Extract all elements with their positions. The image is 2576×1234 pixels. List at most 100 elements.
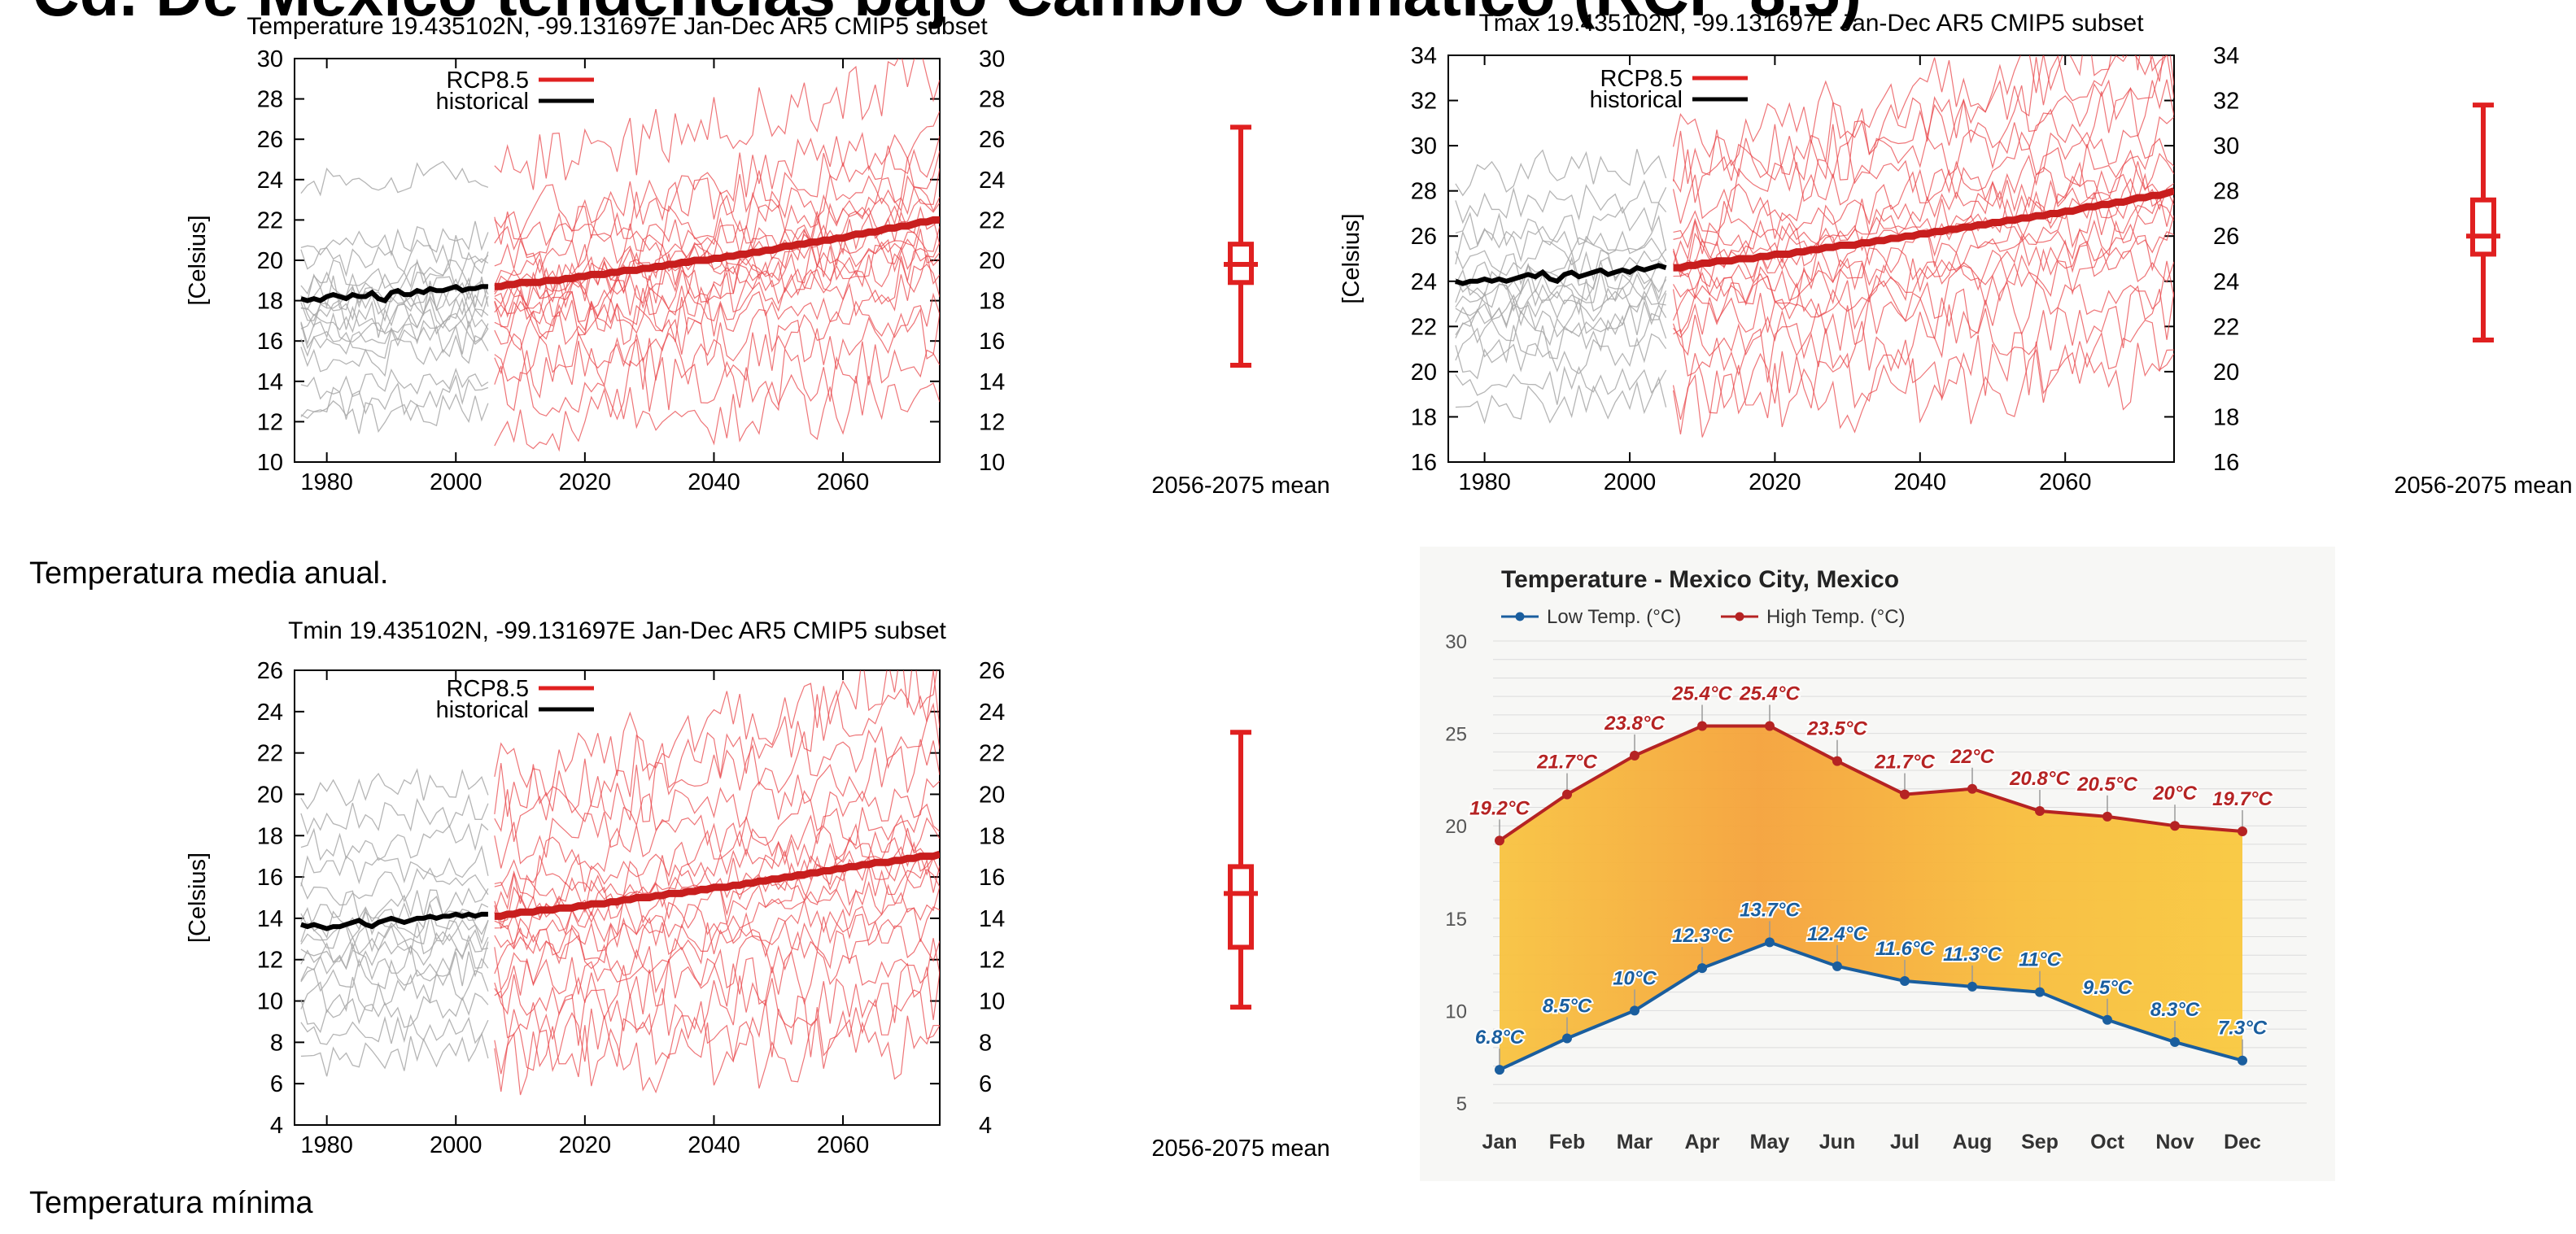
y-tick-label-right: 4 [979,1113,992,1139]
y-tick-label: 18 [257,823,283,849]
chart-title: Tmax 19.435102N, -99.131697E Jan-Dec AR5… [1478,10,2144,37]
rcp-member-line [1672,55,2168,167]
y-tick-label-right: 18 [2213,404,2239,430]
historical-member-line [1455,299,1667,347]
y-tick-label: 15 [1445,909,1467,931]
high-temp-point [1495,835,1504,846]
rcp-member-line [494,263,940,351]
rcp-member-line [494,135,940,246]
y-tick-label-right: 8 [979,1030,992,1056]
y-tick-label: 16 [257,329,283,355]
chart-title: Tmin 19.435102N, -99.131697E Jan-Dec AR5… [288,617,946,644]
rcp-member-line [494,111,940,238]
y-tick-label-right: 28 [2213,179,2239,205]
high-temp-point [1832,756,1842,766]
y-tick-label: 32 [1411,89,1437,115]
historical-member-line [1455,333,1667,380]
legend-label: RCP8.5 [446,68,529,94]
historical-member-line [300,951,489,992]
low-temp-label: 13.7°C [1740,899,1800,921]
x-tick-label: 2060 [2039,469,2092,495]
low-temp-label: 12.4°C [1807,923,1867,945]
rcp-member-line [494,254,940,345]
historical-member-line [1455,259,1667,308]
low-temp-label: 11.6°C [1875,938,1935,960]
low-temp-point [2238,1055,2247,1066]
y-tick-label-right: 10 [979,450,1005,476]
plot-frame [294,58,941,463]
high-temp-line [1498,724,2243,843]
rcp-member-line [494,813,940,914]
low-temp-label: 11°C [2019,949,2062,971]
legend-label: historical [1590,87,1683,113]
rcp-member-line [494,150,940,259]
historical-member-line [300,307,489,346]
high-temp-point [1562,789,1572,800]
high-temp-label: 21.7°C [1874,752,1935,774]
low-temp-point [1495,1065,1504,1075]
x-tick-label: Sep [2021,1131,2059,1153]
rcp-member-line [494,292,940,376]
y-tick-label-right: 16 [979,329,1005,355]
rcp-member-line [1673,137,2174,250]
rcp-mean-line [494,216,940,290]
y-tick-label: 10 [257,450,283,476]
high-temp-point [1765,721,1775,731]
y-tick-label-right: 26 [979,127,1005,153]
rcp-member-line [1673,116,2174,240]
x-tick-label: May [1750,1131,1790,1153]
historical-member-line [300,368,489,400]
y-tick-label-right: 22 [979,207,1005,233]
low-temp-point [2102,1014,2112,1025]
y-tick-label: 10 [257,989,283,1015]
y-tick-label: 16 [1411,450,1437,476]
y-tick-label-right: 24 [2213,269,2239,295]
historical-member-line [1455,215,1667,265]
y-tick-label-right: 28 [979,87,1005,113]
rcp-member-line [1672,79,2174,224]
y-tick-label: 20 [257,248,283,274]
y-tick-label: 24 [1411,269,1437,295]
low-temp-label: 6.8°C [1475,1027,1525,1049]
box-label: 2056-2075 mean [1151,473,1329,499]
historical-member-line [300,914,489,953]
historical-mean-line [300,911,488,931]
y-tick-label: 20 [1411,360,1437,386]
x-tick-label: Oct [2090,1131,2124,1153]
rcp-mean-line [494,850,940,920]
historical-member-line [300,867,489,906]
historical-member-line [300,312,489,355]
y-tick-label: 26 [257,658,283,684]
y-tick-label: 30 [1445,631,1467,653]
x-tick-label: 2020 [559,469,612,495]
historical-member-line [300,235,489,277]
y-tick-label-right: 18 [979,823,1005,849]
historical-member-line [300,844,489,887]
y-tick-label: 25 [1445,724,1467,746]
y-tick-label-right: 10 [979,989,1005,1015]
historical-member-line [1455,202,1667,247]
x-tick-label: 1980 [300,1132,353,1158]
rcp-member-line [494,868,940,956]
box-label: 2056-2075 mean [1151,1136,1329,1162]
rcp-member-line [494,938,940,1020]
rcp-member-line [494,778,940,887]
box-body [2470,197,2496,257]
y-tick-label: 30 [1411,133,1437,159]
rcp-member-line [1673,246,2174,338]
y-tick-label: 34 [1411,43,1437,69]
x-tick-label: Mar [1617,1131,1653,1153]
y-tick-label-right: 22 [979,741,1005,767]
chart-title: Temperature - Mexico City, Mexico [1501,566,1899,593]
y-axis-label: [Celsius] [1338,213,1364,303]
low-temp-label: 8.5°C [1543,995,1592,1017]
y-tick-label: 6 [270,1071,283,1097]
rcp-member-line [494,858,940,949]
rcp-member-line [494,962,940,1046]
high-temp-label: 20.8°C [2009,768,2070,790]
legend-label: RCP8.5 [1600,66,1683,92]
rcp-member-line [1672,55,2174,185]
y-tick-label: 24 [257,700,283,726]
rcp-member-line [494,803,940,900]
x-tick-label: Jul [1890,1131,1919,1153]
